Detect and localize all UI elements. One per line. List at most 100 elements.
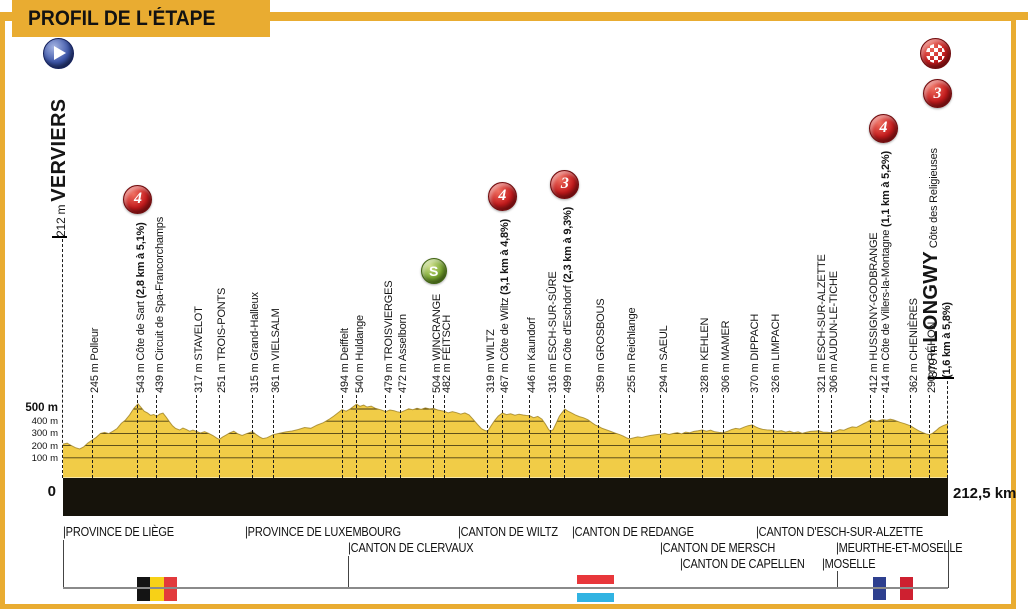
waypoint-leader-line (501, 395, 503, 478)
waypoint-label: 319 m WILTZ (485, 329, 497, 393)
flag-stripe (137, 577, 151, 601)
waypoint-leader-line (772, 395, 774, 478)
finish-checkered-icon (920, 38, 951, 69)
profile-top-edge (62, 403, 949, 450)
waypoint-leader-line (818, 395, 820, 478)
waypoint-text: 439 m Circuit de Spa-Francorchamps (153, 217, 166, 393)
region-label: |CANTON DE REDANGE (572, 525, 694, 539)
waypoint-text: 306 m MAMER (720, 320, 733, 393)
waypoint-text: 362 m CHENIÈRES (907, 298, 920, 393)
page-title: PROFIL DE L'ÉTAPE (28, 7, 216, 30)
category-3-badge-finish: 3 (923, 79, 952, 108)
waypoint-leader-line (701, 395, 703, 478)
region-label: |MEURTHE-ET-MOSELLE (836, 541, 963, 555)
country-boundary-line (63, 587, 948, 589)
waypoint-leader-line (910, 395, 912, 478)
waypoint-label: 255 m Reichlange (626, 308, 638, 393)
badge-number: 3 (933, 84, 942, 102)
waypoint-label: 412 m HUSSIGNY-GODBRANGE (868, 233, 880, 393)
waypoint-label: 482 m FÉITSCH (441, 315, 453, 393)
waypoint-text: 359 m GROSBOUS (595, 298, 608, 393)
waypoint-text: 499 m Côte d'Eschdorf (561, 282, 574, 393)
waypoint-label: 543 m Côte de Sart (2,8 km à 5,1%) (135, 222, 147, 393)
checkered-pattern-icon (926, 44, 945, 63)
waypoint-text: 326 m LIMPACH (770, 313, 783, 393)
waypoint-label: 361 m VIELSALM (270, 308, 282, 393)
axis-zero-label: 0 (47, 483, 56, 500)
waypoint-label: 467 m Côte de Wiltz (3,1 km à 4,8%) (499, 219, 511, 393)
waypoint-text: 540 m Huldange (353, 315, 366, 393)
waypoint-label: 306 m AUDUN-LE-TICHE (828, 271, 840, 393)
waypoint-gradient-text: (2,3 km à 9,3%) (561, 206, 574, 283)
waypoint-text: 328 m KEHLEN (699, 317, 712, 393)
waypoint-text: 294 m SAEUL (657, 325, 670, 393)
waypoint-leader-line (156, 395, 158, 478)
waypoint-text: 412 m HUSSIGNY-GODBRANGE (867, 232, 880, 393)
title-banner: PROFIL DE L'ÉTAPE (12, 0, 270, 37)
axis-label-200m: 200 m (31, 440, 58, 452)
distance-bar (63, 478, 948, 516)
waypoint-leader-line (399, 395, 401, 478)
waypoint-leader-line (660, 395, 662, 478)
profile-area-fill (63, 403, 948, 478)
waypoint-leader-line (751, 395, 753, 478)
waypoint-label: 446 m Kaundorf (526, 318, 538, 393)
waypoint-text: 251 m TROIS-PONTS (216, 287, 229, 393)
waypoint-label: 306 m MAMER (720, 321, 732, 393)
waypoint-leader-line (385, 395, 387, 478)
flag-stripe (577, 575, 614, 584)
region-label: |MOSELLE (822, 557, 876, 571)
axis-label-400m: 400 m (31, 416, 58, 428)
region-label: |CANTON DE MERSCH (660, 541, 776, 555)
badge-number: 4 (498, 187, 507, 204)
start-underline-tick (52, 236, 67, 238)
badge-number: 4 (133, 190, 142, 207)
region-label: |CANTON DE CAPELLEN (680, 557, 805, 571)
waypoint-leader-line (443, 395, 445, 478)
waypoint-text: 472 m Asselborn (397, 314, 410, 393)
sprint-badge: S (420, 258, 447, 284)
waypoint-label: 294 m SAEUL (658, 325, 670, 393)
waypoint-leader-line (137, 395, 139, 478)
badge-number: S (428, 263, 439, 279)
total-distance-label: 212,5 km (953, 485, 1017, 502)
region-label: |CANTON DE CLERVAUX (348, 541, 474, 555)
waypoint-label: 439 m Circuit de Spa-Francorchamps (154, 217, 166, 393)
waypoint-gradient-text: (3,1 km à 4,8%) (499, 219, 512, 295)
waypoint-label: 414 m Côte de Villers-la-Montagne (1,1 k… (880, 151, 892, 393)
waypoint-leader-line (549, 395, 551, 478)
badge-number: 3 (560, 175, 569, 192)
waypoint-text: 319 m WILTZ (484, 329, 497, 393)
category-4-badge: 4 (868, 113, 898, 143)
waypoint-label: 251 m TROIS-PONTS (216, 288, 228, 393)
region-label: |PROVINCE DE LUXEMBOURG (245, 525, 401, 539)
flag-stripe (577, 593, 614, 602)
waypoint-label: 315 m Grand-Halleux (249, 292, 261, 393)
waypoint-leader-line (341, 395, 343, 478)
waypoint-leader-line (272, 395, 274, 478)
waypoint-label: 472 m Asselborn (397, 314, 409, 393)
waypoint-label: 328 m KEHLEN (699, 318, 711, 393)
waypoint-label: 494 m Deiffelt (339, 328, 351, 393)
gold-frame-border (0, 16, 1016, 609)
region-label: |CANTON DE WILTZ (458, 525, 558, 539)
waypoint-label: 321 m ESCH-SUR-ALZETTE (816, 254, 828, 393)
axis-label-300m: 300 m (31, 428, 58, 440)
waypoint-label: 362 m CHENIÈRES (908, 298, 920, 393)
finish-leader-line (947, 381, 948, 478)
waypoint-gradient-text: (2,8 km à 5,1%) (134, 222, 147, 299)
region-label: |PROVINCE DE LIÈGE (63, 525, 174, 539)
waypoint-leader-line (487, 395, 489, 478)
waypoint-label: 540 m Huldange (354, 315, 366, 393)
waypoint-text: 370 m DIPPACH (749, 313, 762, 393)
waypoint-leader-line (91, 395, 93, 478)
waypoint-leader-line (528, 395, 530, 478)
waypoint-text: 245 m Polleur (89, 327, 102, 393)
waypoint-label: 370 m DIPPACH (749, 314, 761, 393)
waypoint-label: 245 m Polleur (89, 328, 101, 393)
flag-stripe (163, 577, 177, 601)
waypoint-leader-line (433, 395, 435, 478)
waypoint-text: 479 m TROISVIERGES (382, 280, 395, 393)
